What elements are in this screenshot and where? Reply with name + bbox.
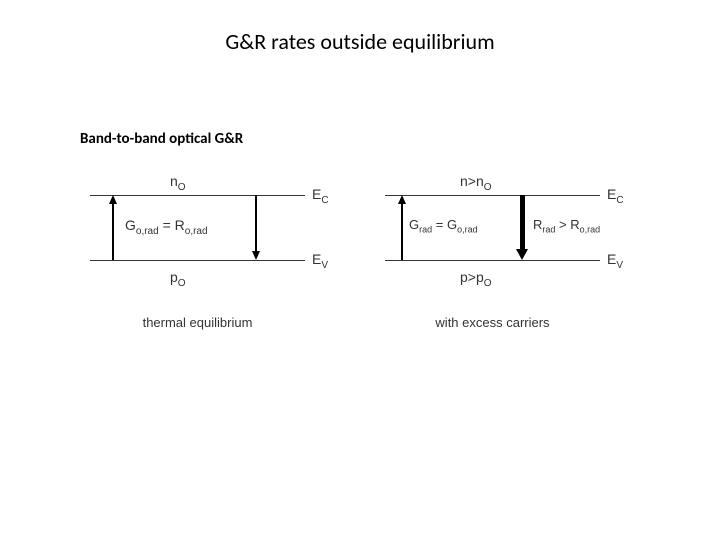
grad-label: Grad = Go,rad	[409, 217, 478, 235]
section-subtitle: Band-to-band optical G&R	[80, 130, 243, 148]
page-title: G&R rates outside equilibrium	[0, 28, 720, 55]
p-excess-label: p>pO	[460, 269, 492, 289]
g0-r0-label: Go,rad = Ro,rad	[125, 217, 208, 237]
ec-label-right: EC	[607, 186, 624, 206]
ec-line-left	[90, 195, 305, 196]
recombination-arrow-left	[255, 195, 263, 260]
n0-label: nO	[170, 173, 186, 193]
ev-line-left	[90, 260, 305, 261]
ev-label-left: EV	[312, 251, 328, 271]
recombination-arrow-right	[520, 195, 532, 260]
p0-label: pO	[170, 269, 186, 289]
n-excess-label: n>nO	[460, 173, 492, 193]
generation-arrow-left	[112, 195, 120, 260]
ev-label-right: EV	[607, 251, 623, 271]
ec-label-left: EC	[312, 186, 329, 206]
generation-arrow-right	[401, 195, 409, 260]
caption-excess: with excess carriers	[385, 315, 600, 330]
caption-equilibrium: thermal equilibrium	[90, 315, 305, 330]
ec-line-right	[385, 195, 600, 196]
rrad-label: Rrad > Ro,rad	[533, 217, 600, 235]
diagram-container: nO EC Go,rad = Ro,rad EV pO thermal equi…	[90, 165, 650, 365]
ev-line-right	[385, 260, 600, 261]
panel-excess: n>nO EC Grad = Go,rad Rrad > Ro,rad EV p…	[385, 165, 645, 335]
panel-equilibrium: nO EC Go,rad = Ro,rad EV pO thermal equi…	[90, 165, 350, 335]
